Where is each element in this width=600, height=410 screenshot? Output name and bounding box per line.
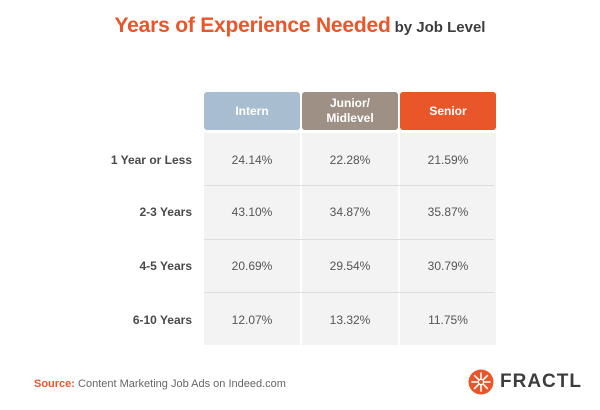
table-cell: 22.28% — [329, 153, 371, 167]
column-header: Senior — [400, 92, 496, 130]
row-label: 2-3 Years — [139, 205, 193, 219]
row-label: 6-10 Years — [132, 313, 192, 327]
source-note: Source: Content Marketing Job Ads on Ind… — [34, 378, 286, 390]
chart-title-main: Years of Experience Needed — [114, 14, 391, 37]
column-header: Intern — [204, 92, 300, 130]
table-cell: 11.75% — [428, 313, 468, 327]
row-label: 1 Year or Less — [110, 153, 192, 167]
chart-title: Years of Experience Needed by Job Level — [0, 14, 600, 38]
fractl-logo: FRACTL — [468, 369, 582, 395]
row-label: 4-5 Years — [139, 259, 193, 273]
table-cell: 13.32% — [329, 313, 371, 327]
chart-subtitle: by Job Level — [394, 19, 486, 36]
table-cell: 20.69% — [231, 259, 273, 273]
table-cell: 29.54% — [329, 259, 371, 273]
row-divider — [204, 292, 494, 293]
column-header-label: Senior — [429, 103, 467, 118]
source-text: Content Marketing Job Ads on Indeed.com — [78, 378, 286, 390]
fractl-burst-icon — [468, 369, 494, 395]
source-label: Source: — [34, 378, 75, 390]
column-header-label: Junior/ Midlevel — [326, 96, 374, 125]
logo-text: FRACTL — [500, 371, 582, 392]
table-cell: 34.87% — [329, 205, 371, 219]
row-divider — [204, 185, 494, 186]
column-header: Junior/ Midlevel — [302, 92, 398, 130]
table-cell: 21.59% — [427, 153, 469, 167]
table-cell: 12.07% — [231, 313, 273, 327]
table-cell: 24.14% — [231, 153, 273, 167]
row-divider — [204, 239, 494, 240]
table-cell: 43.10% — [231, 205, 273, 219]
column-header-label: Intern — [235, 103, 269, 118]
table-cell: 30.79% — [427, 259, 469, 273]
table-cell: 35.87% — [427, 205, 469, 219]
